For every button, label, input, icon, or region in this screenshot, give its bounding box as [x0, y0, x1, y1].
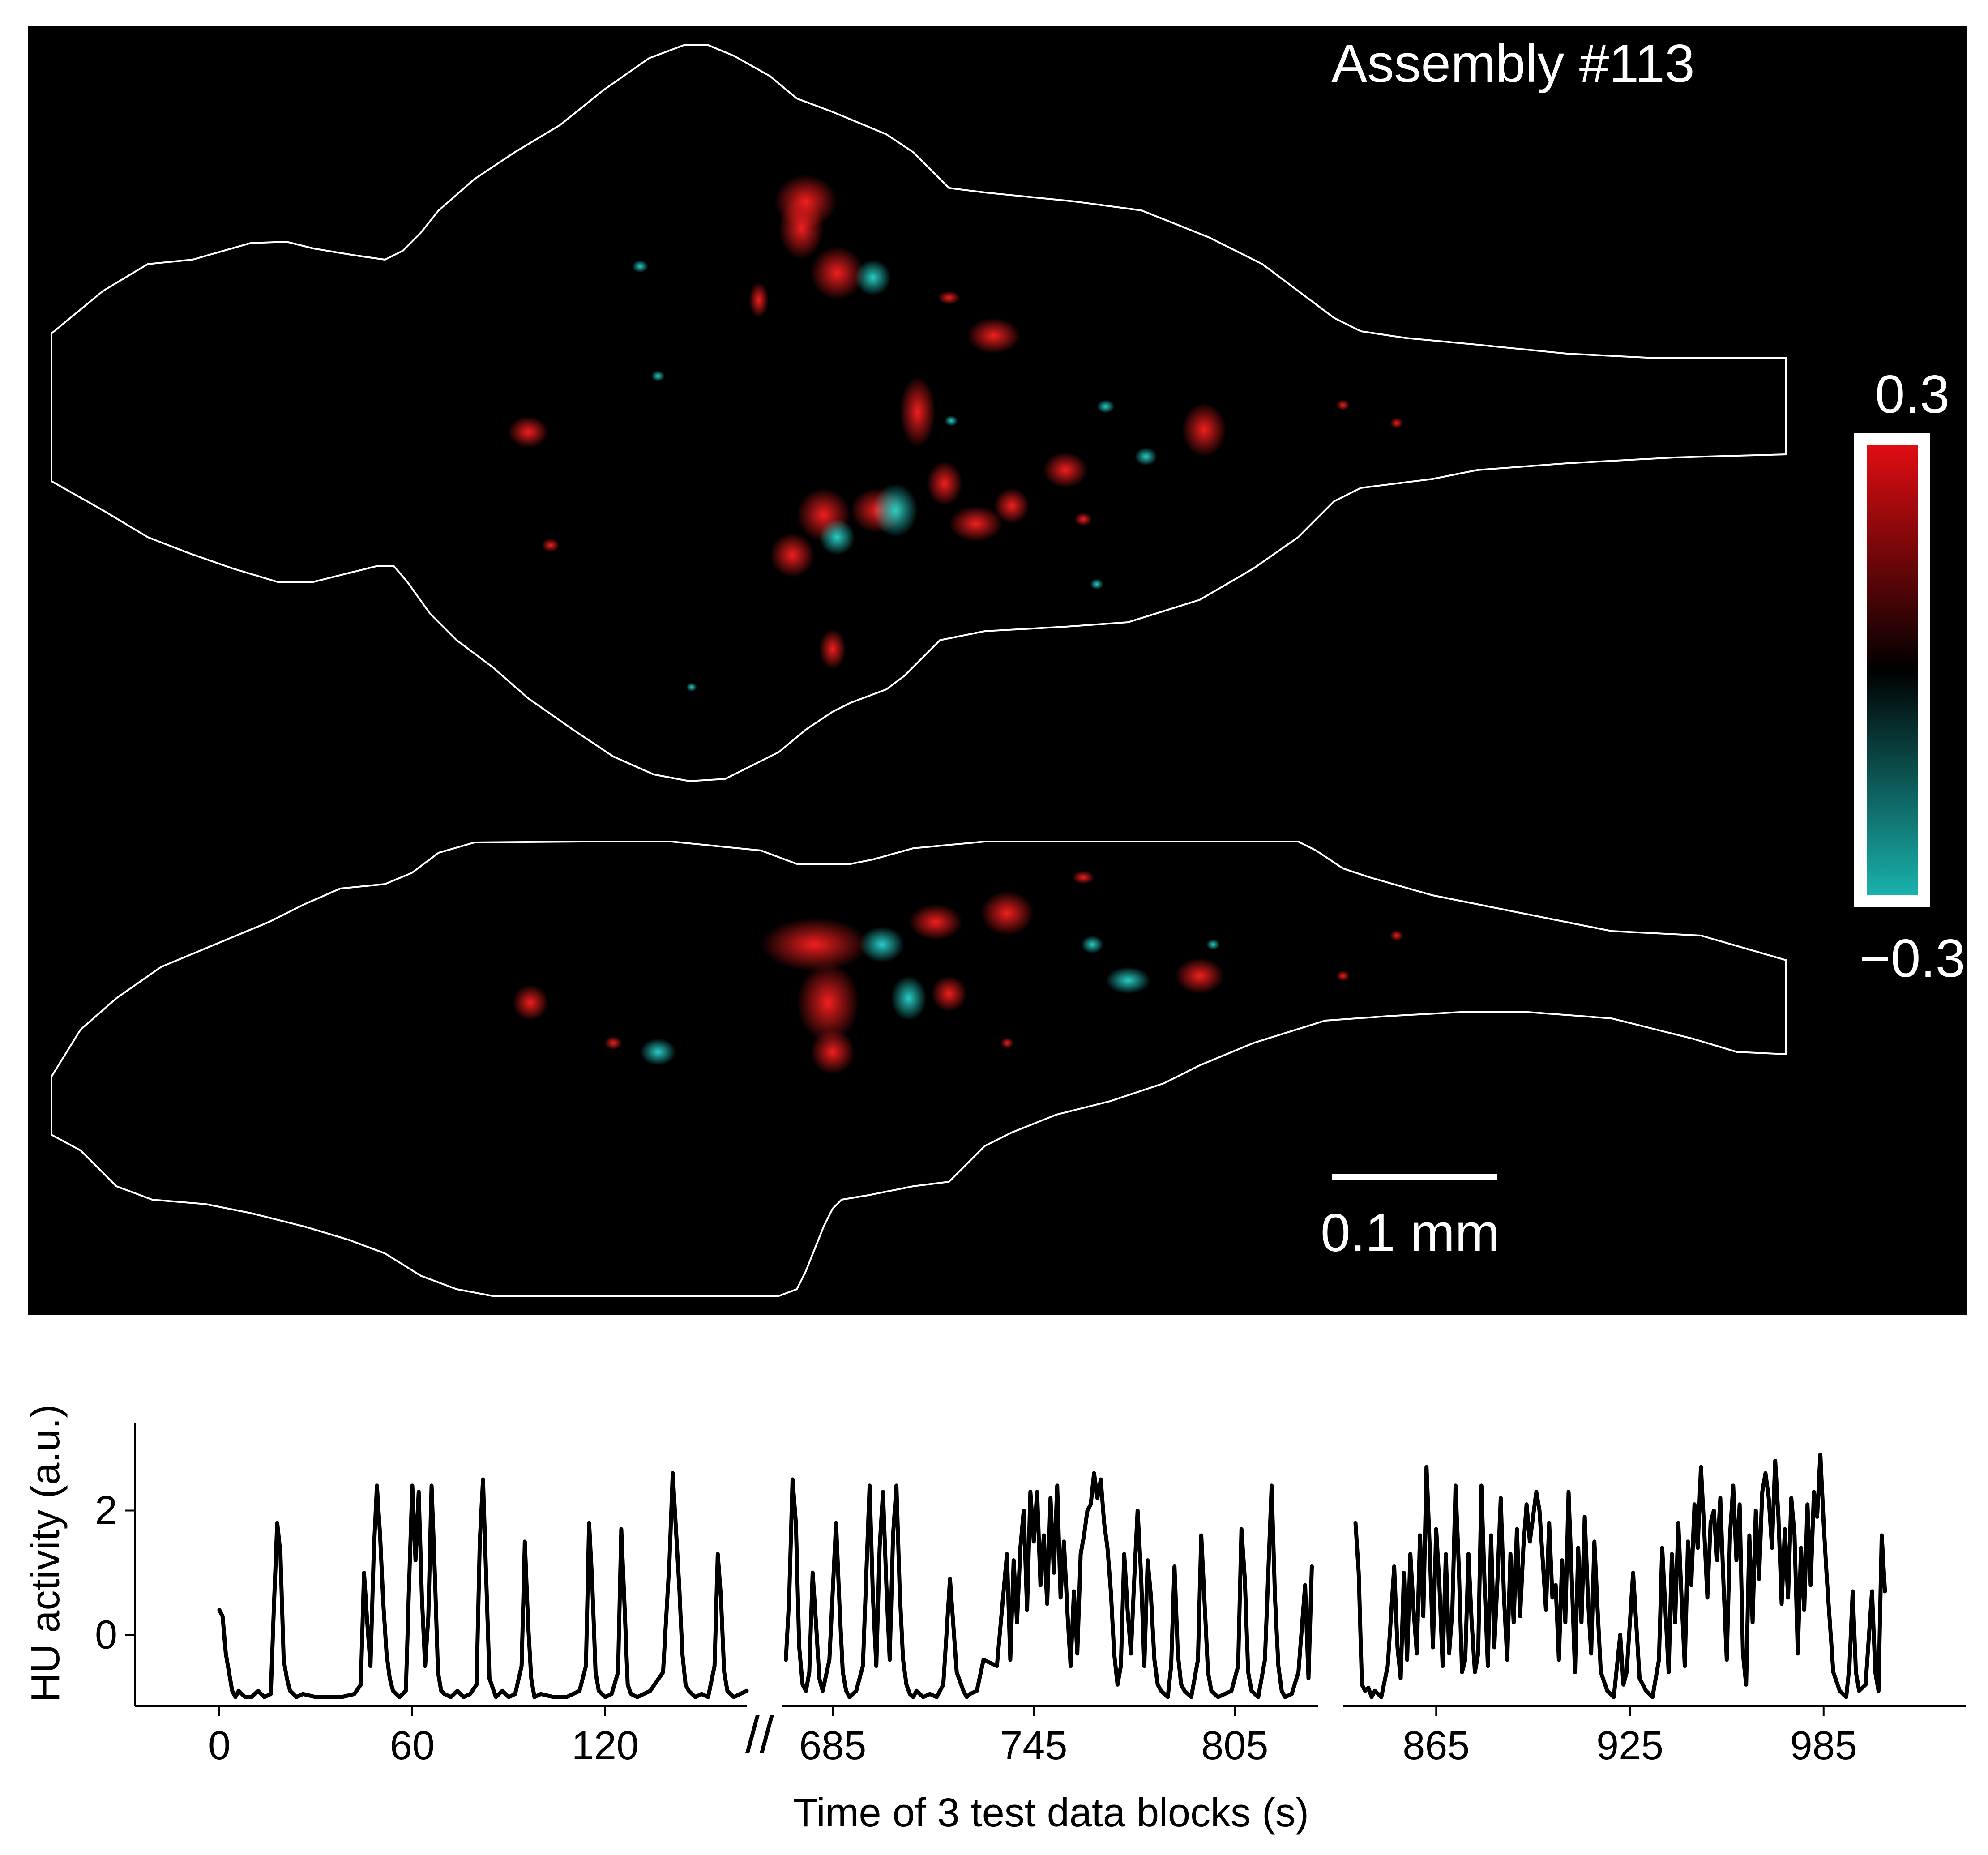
axis-break-mark: //: [745, 1706, 774, 1764]
y-tick-label: 2: [95, 1488, 117, 1533]
scale-bar: 0.1 mm: [1321, 1174, 1500, 1263]
dorsal-neuron-cluster: [508, 175, 1403, 692]
x-tick-label: 805: [1201, 1723, 1268, 1768]
activity-trace-block-3: [1353, 1453, 1887, 1699]
y-ticks: 02: [95, 1488, 135, 1657]
activity-trace-block-2: [784, 1471, 1314, 1699]
lateral-neuron-cluster: [513, 871, 1403, 1074]
x-axis-label: Time of 3 test data blocks (s): [793, 1791, 1309, 1835]
x-tick-label: 120: [572, 1723, 639, 1768]
brain-map-panel: Assembly #113 0.1 mm 0.3 −0.3: [28, 26, 1967, 1315]
scale-bar-label: 0.1 mm: [1321, 1203, 1500, 1263]
activity-traces: [217, 1453, 1887, 1699]
brain-map-background: [28, 26, 1967, 1315]
lateral-view-outline: [51, 841, 1787, 1297]
activity-chart: 02 0 60 120 685 745 805 865 925 985 // Time of 3…: [23, 1404, 1966, 1835]
colorbar-gradient: [1867, 445, 1918, 895]
x-tick-label: 865: [1402, 1723, 1470, 1768]
x-tick-label: 685: [799, 1723, 866, 1768]
colorbar-min-label: −0.3: [1860, 928, 1966, 988]
x-ticks: 0 60 120 685 745 805 865 925 985: [208, 1706, 1857, 1768]
y-tick-label: 0: [95, 1612, 117, 1657]
x-tick-label: 0: [208, 1723, 231, 1768]
assembly-label: Assembly #113: [1331, 34, 1695, 94]
activity-trace-block-1: [217, 1471, 749, 1699]
scale-bar-line: [1332, 1174, 1497, 1180]
x-tick-label: 60: [390, 1723, 435, 1768]
x-tick-label: 745: [1000, 1723, 1067, 1768]
dorsal-view-outline: [51, 44, 1787, 782]
colorbar-max-label: 0.3: [1875, 364, 1950, 424]
x-tick-label: 925: [1596, 1723, 1663, 1768]
colorbar: 0.3 −0.3: [1854, 364, 1965, 988]
y-axis-label: HU activity (a.u.): [23, 1404, 68, 1702]
x-tick-label: 985: [1790, 1723, 1857, 1768]
neuron-dots: [508, 175, 1403, 1074]
